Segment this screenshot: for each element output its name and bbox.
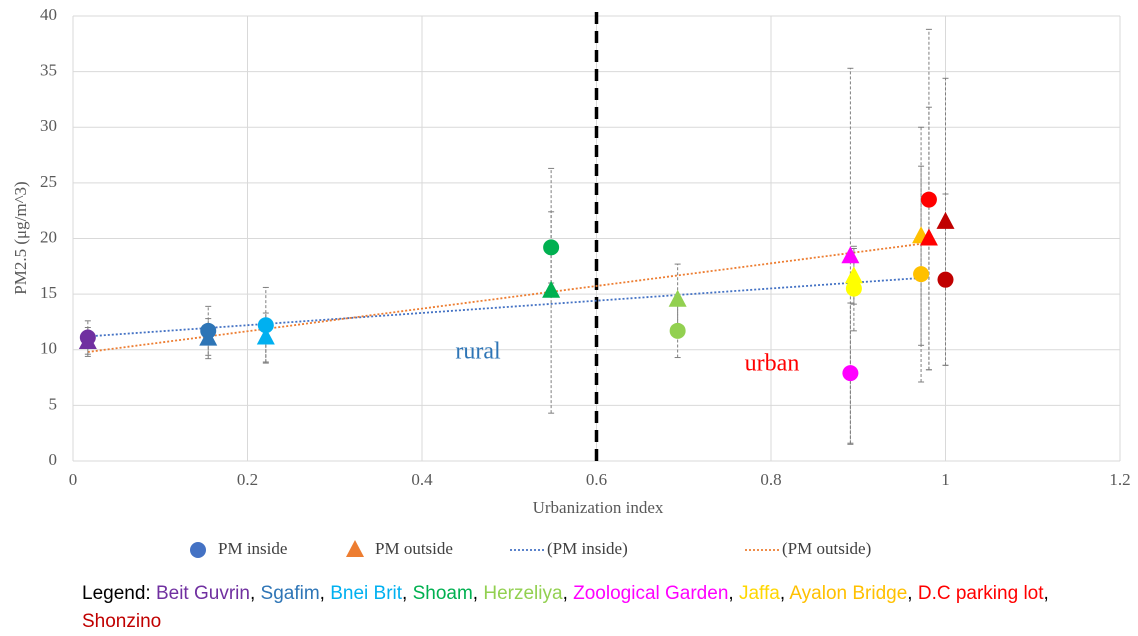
data-point — [543, 239, 560, 256]
site-name: Bnei Brit — [330, 583, 412, 604]
data-point — [913, 266, 930, 283]
annotation: urban — [745, 351, 800, 377]
error-bar — [84, 327, 91, 357]
data-point — [542, 280, 561, 298]
legend-marker — [190, 542, 206, 558]
y-tick-label: 5 — [49, 394, 58, 413]
data-point — [669, 322, 686, 339]
site-name: Jaffa — [739, 583, 789, 604]
data-point — [920, 191, 937, 208]
data-point — [844, 266, 863, 284]
trendline — [87, 276, 929, 338]
data-point — [668, 289, 687, 307]
site-name: Zoological Garden — [573, 583, 739, 604]
error-bar — [847, 67, 854, 445]
legend-label: (PM outside) — [782, 539, 871, 558]
x-axis-title: Urbanization index — [533, 498, 664, 517]
error-bar — [205, 305, 212, 356]
y-tick-label: 0 — [49, 450, 58, 469]
site-name: Shonzino — [82, 611, 162, 632]
annotation: rural — [455, 339, 501, 365]
site-name: Ayalon Bridge — [789, 583, 918, 604]
x-tick-label: 1 — [941, 470, 950, 489]
y-tick-label: 35 — [40, 61, 57, 80]
x-tick-label: 0.2 — [237, 470, 258, 489]
y-axis-title: PM2.5 (μg/m^3) — [11, 181, 30, 294]
legend-label: (PM inside) — [547, 539, 628, 558]
data-point — [256, 327, 275, 345]
y-tick-label: 10 — [40, 339, 57, 358]
site-legend-label: Legend: — [82, 583, 151, 604]
data-point — [257, 317, 274, 334]
site-name: Shoam — [413, 583, 484, 604]
x-tick-label: 0 — [69, 470, 78, 489]
x-tick-label: 0.6 — [586, 470, 607, 489]
x-tick-label: 0.4 — [411, 470, 433, 489]
error-bar — [918, 126, 925, 346]
legend-marker — [346, 540, 364, 557]
y-tick-label: 15 — [40, 283, 57, 302]
chart: Urbanization index PM2.5 (μg/m^3) 051015… — [11, 5, 1131, 558]
site-legend: Legend: Beit GuvrinSgafimBnei BritShoamH… — [82, 580, 1092, 636]
site-name: Beit Guvrin — [156, 583, 261, 604]
data-point — [919, 228, 938, 246]
data-point — [78, 331, 97, 349]
y-tick-label: 25 — [40, 172, 57, 191]
site-name: Herzeliya — [483, 583, 573, 604]
data-point — [936, 211, 955, 229]
y-tick-label: 40 — [40, 5, 57, 24]
legend-label: PM inside — [218, 539, 287, 558]
data-point — [841, 246, 860, 264]
site-name: D.C parking lot — [918, 583, 1049, 604]
site-name: Sgafim — [261, 583, 331, 604]
data-point — [199, 328, 218, 346]
data-point — [937, 271, 954, 288]
legend-label: PM outside — [375, 539, 453, 558]
y-tick-label: 30 — [40, 116, 57, 135]
trendline — [87, 242, 929, 353]
data-point — [845, 280, 862, 297]
error-bar — [942, 77, 949, 366]
y-tick-label: 20 — [40, 227, 57, 246]
data-point — [842, 365, 859, 382]
x-tick-label: 1.2 — [1109, 470, 1130, 489]
x-tick-label: 0.8 — [760, 470, 781, 489]
